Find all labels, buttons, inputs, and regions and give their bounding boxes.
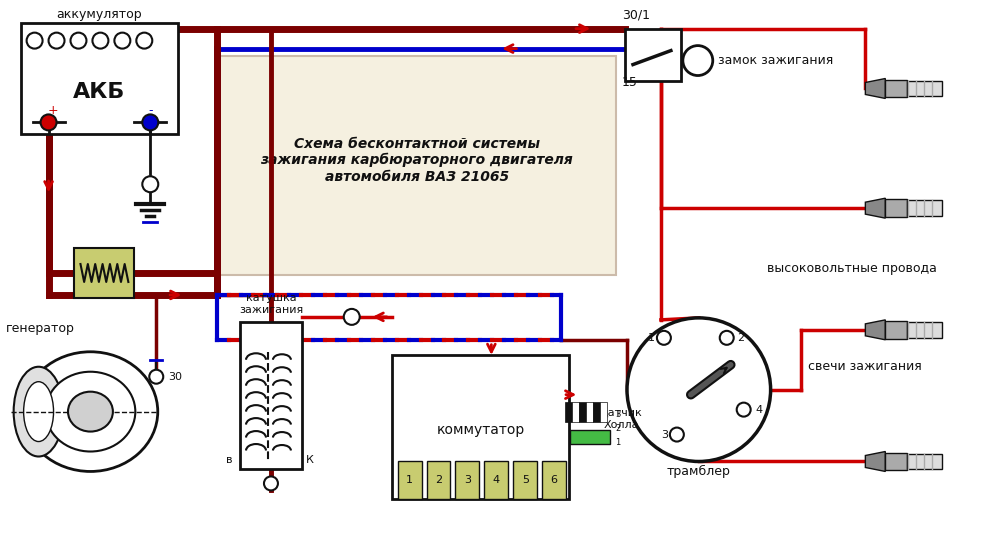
Polygon shape bbox=[865, 320, 885, 340]
Bar bbox=[570, 430, 610, 444]
Bar bbox=[907, 200, 942, 216]
Polygon shape bbox=[865, 78, 885, 98]
Bar bbox=[586, 401, 593, 421]
Bar bbox=[593, 401, 600, 421]
Text: 30: 30 bbox=[169, 372, 183, 382]
Text: 1: 1 bbox=[615, 438, 621, 446]
Circle shape bbox=[264, 477, 277, 490]
Text: 2: 2 bbox=[737, 333, 744, 343]
Text: замок зажигания: замок зажигания bbox=[718, 54, 833, 67]
Text: генератор: генератор bbox=[6, 322, 75, 335]
Bar bbox=[625, 29, 681, 81]
Bar bbox=[241, 322, 301, 470]
Bar bbox=[885, 199, 907, 217]
Bar bbox=[75, 248, 135, 298]
Circle shape bbox=[143, 176, 159, 192]
Bar bbox=[907, 453, 942, 470]
Bar bbox=[885, 80, 907, 97]
Circle shape bbox=[115, 32, 131, 49]
Ellipse shape bbox=[68, 392, 113, 432]
Text: 2: 2 bbox=[615, 424, 621, 433]
Circle shape bbox=[657, 331, 671, 345]
Circle shape bbox=[627, 318, 770, 461]
Text: 2: 2 bbox=[435, 476, 442, 485]
Text: 1: 1 bbox=[648, 333, 655, 343]
Circle shape bbox=[71, 32, 87, 49]
Bar bbox=[455, 461, 479, 499]
Circle shape bbox=[49, 32, 65, 49]
Polygon shape bbox=[865, 452, 885, 471]
Bar bbox=[542, 461, 566, 499]
Text: 1: 1 bbox=[406, 476, 413, 485]
Text: 5: 5 bbox=[522, 476, 529, 485]
Text: -: - bbox=[148, 104, 153, 117]
Circle shape bbox=[143, 114, 159, 130]
Circle shape bbox=[93, 32, 109, 49]
Text: свечи зажигания: свечи зажигания bbox=[808, 360, 922, 373]
Text: 4: 4 bbox=[493, 476, 500, 485]
Circle shape bbox=[670, 427, 684, 441]
Text: +: + bbox=[47, 104, 58, 117]
Bar bbox=[885, 452, 907, 471]
Ellipse shape bbox=[23, 352, 158, 471]
Text: 3: 3 bbox=[464, 476, 471, 485]
Circle shape bbox=[737, 403, 750, 417]
Bar bbox=[391, 355, 569, 499]
Text: трамблер: трамблер bbox=[667, 465, 731, 478]
Bar bbox=[397, 461, 421, 499]
Bar bbox=[907, 322, 942, 338]
Circle shape bbox=[720, 331, 734, 345]
Text: 6: 6 bbox=[551, 476, 558, 485]
Text: коммутатор: коммутатор bbox=[436, 423, 525, 437]
Circle shape bbox=[683, 45, 713, 76]
Text: 3: 3 bbox=[615, 410, 621, 419]
Bar bbox=[885, 321, 907, 339]
Circle shape bbox=[27, 32, 43, 49]
Text: 4: 4 bbox=[755, 405, 762, 414]
Bar bbox=[218, 56, 616, 275]
Bar bbox=[426, 461, 450, 499]
Bar bbox=[600, 401, 607, 421]
Bar bbox=[484, 461, 508, 499]
Bar bbox=[579, 401, 586, 421]
Bar bbox=[513, 461, 537, 499]
Text: 15: 15 bbox=[622, 76, 638, 89]
Ellipse shape bbox=[14, 367, 64, 457]
Ellipse shape bbox=[46, 372, 136, 452]
Text: 30/1: 30/1 bbox=[622, 9, 650, 22]
Circle shape bbox=[41, 114, 57, 130]
Circle shape bbox=[150, 370, 164, 384]
Text: К: К bbox=[305, 456, 313, 465]
Text: аккумулятор: аккумулятор bbox=[57, 8, 143, 21]
Polygon shape bbox=[865, 198, 885, 218]
Circle shape bbox=[343, 309, 359, 325]
Circle shape bbox=[137, 32, 153, 49]
Text: АКБ: АКБ bbox=[73, 82, 126, 102]
Text: катушка
зажигания: катушка зажигания bbox=[239, 293, 303, 315]
Ellipse shape bbox=[24, 382, 54, 441]
Bar bbox=[21, 23, 179, 134]
Text: высоковольтные провода: высоковольтные провода bbox=[767, 262, 937, 275]
Text: 3: 3 bbox=[661, 430, 668, 439]
Text: в: в bbox=[227, 456, 233, 465]
Text: Схема бесконтактной системы
зажигания карбюраторного двигателя
автомобиля ВАЗ 21: Схема бесконтактной системы зажигания ка… bbox=[260, 137, 573, 184]
Bar bbox=[565, 401, 572, 421]
Bar bbox=[907, 81, 942, 96]
Bar bbox=[572, 401, 579, 421]
Text: датчик
Холла: датчик Холла bbox=[600, 408, 642, 430]
